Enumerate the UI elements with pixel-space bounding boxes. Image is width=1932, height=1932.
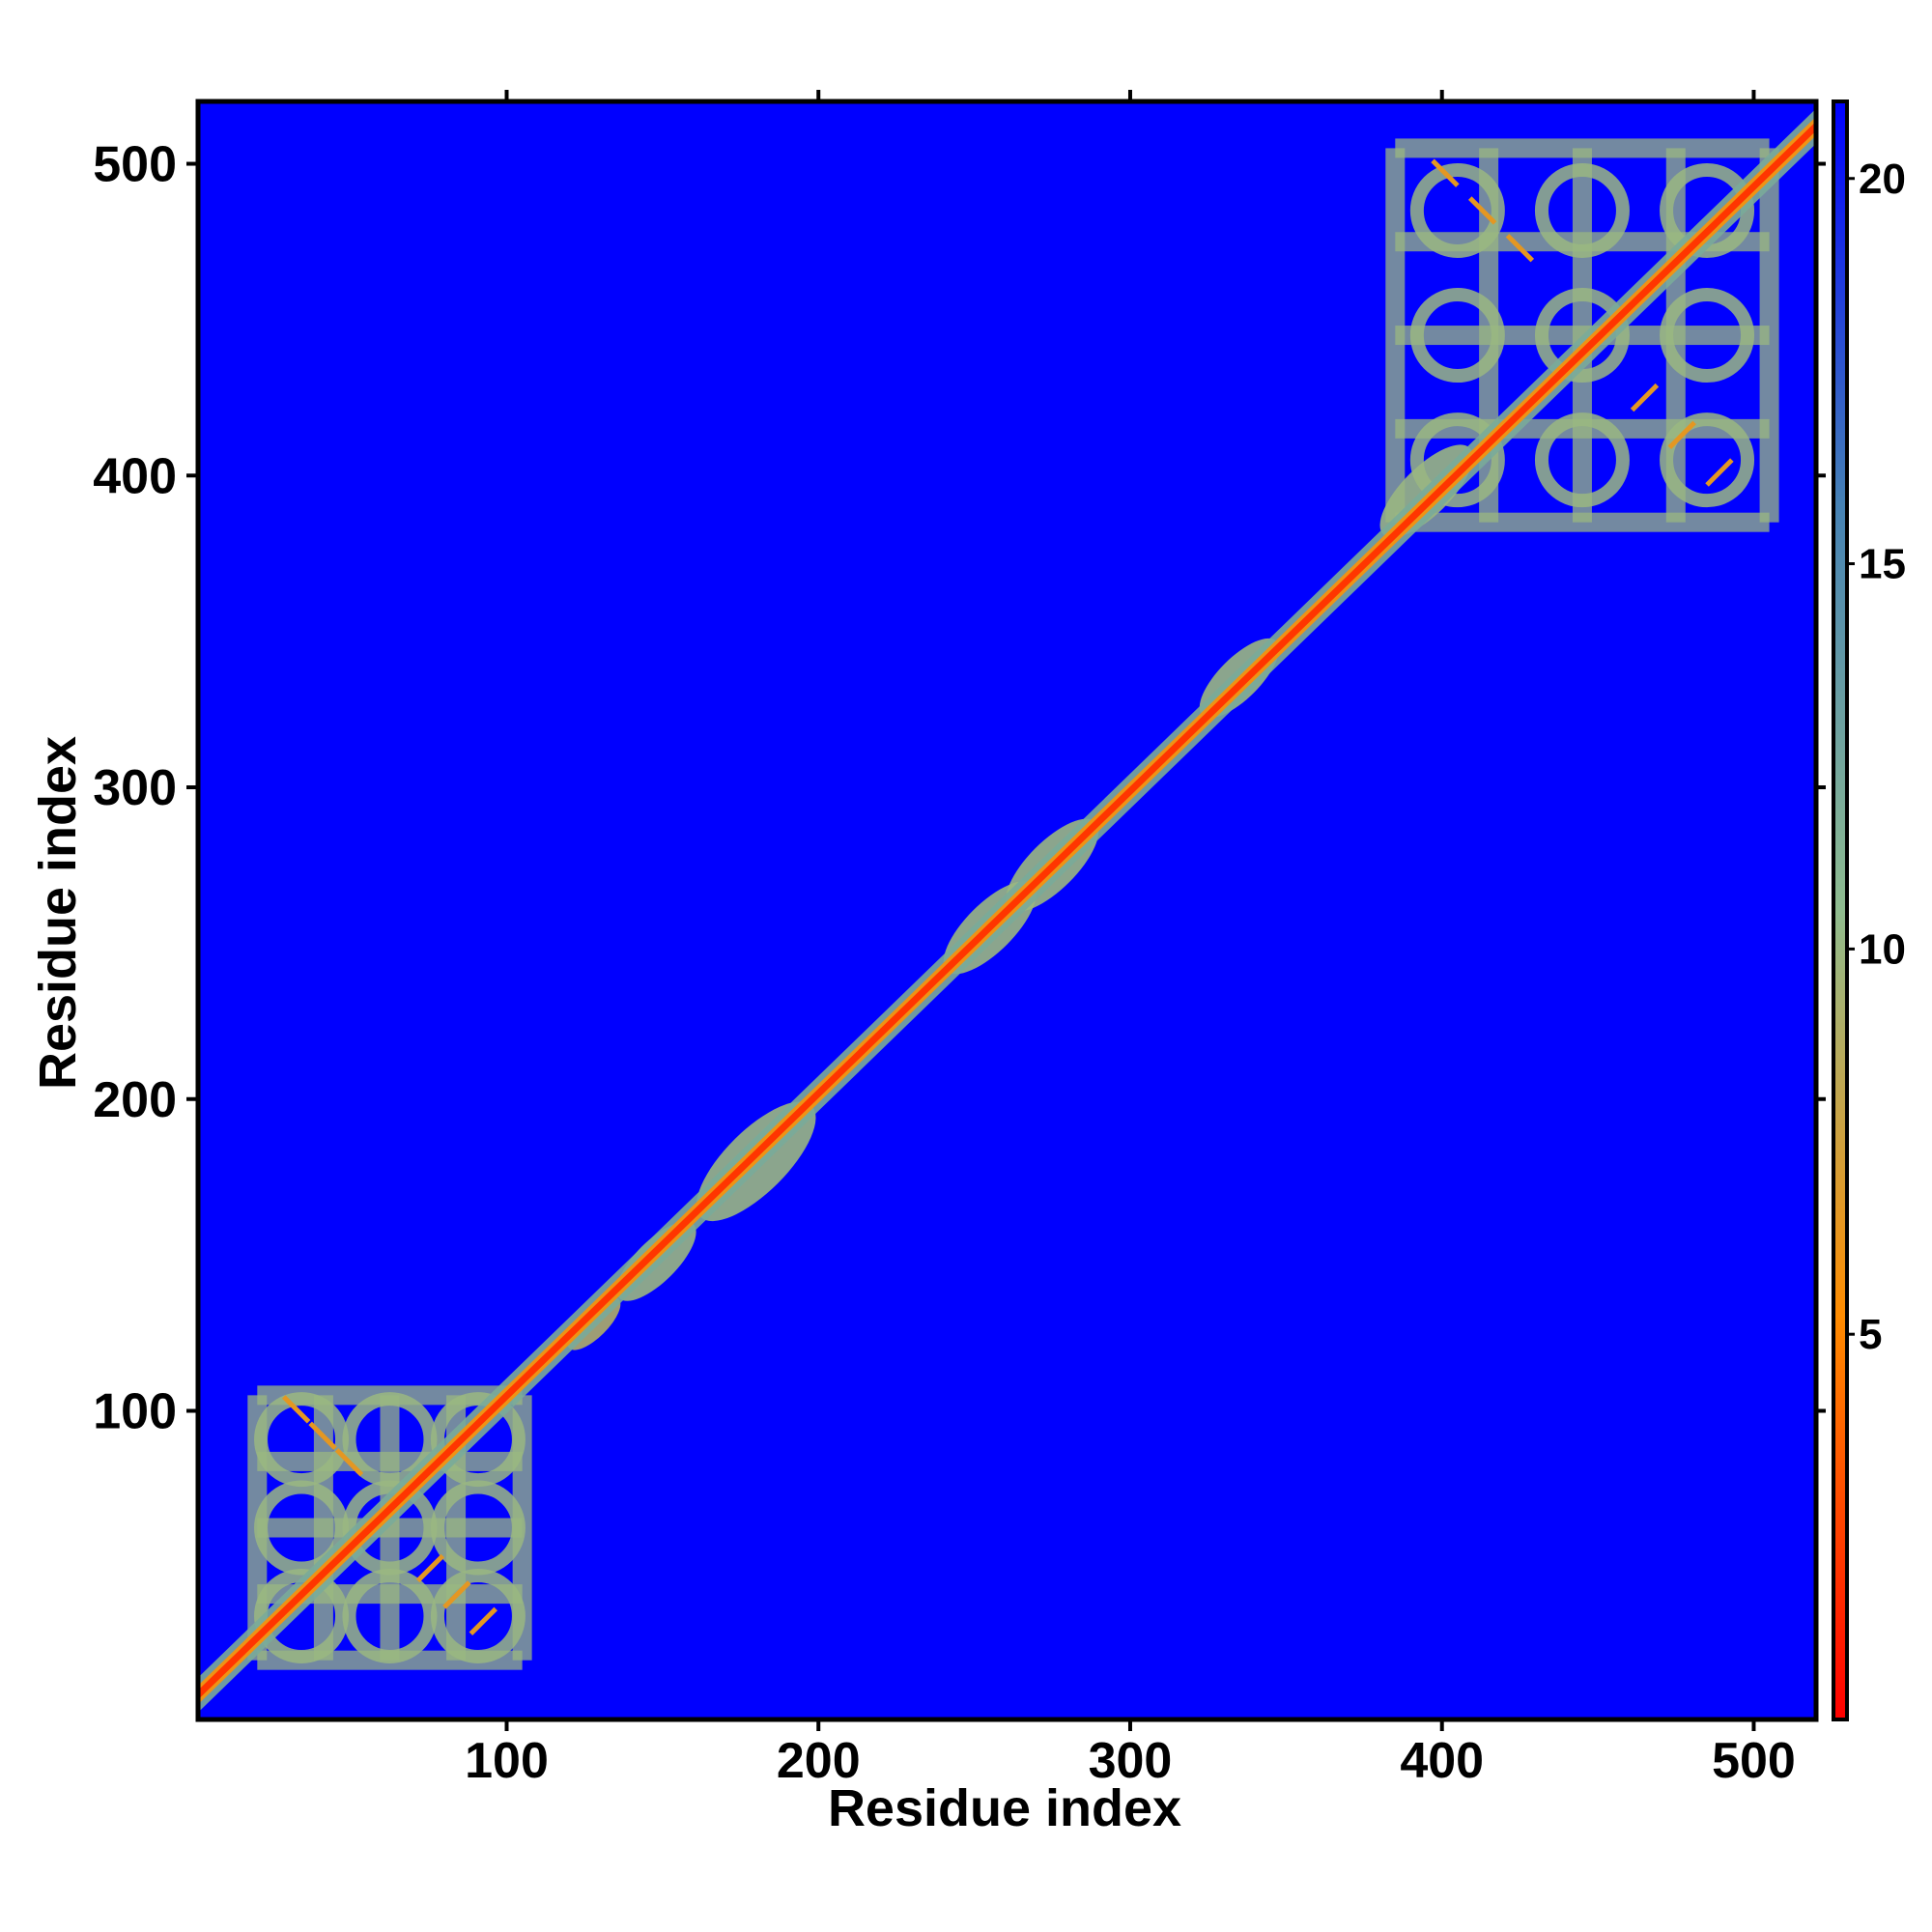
domain-antiparallel-contact (1705, 458, 1734, 487)
domain-contact (1409, 162, 1505, 258)
domain-antiparallel-contact (442, 1580, 471, 1609)
domain-antiparallel-contact (1431, 158, 1460, 187)
domain-antiparallel-contact (1667, 420, 1696, 450)
x-axis: 100 200 300 400 500 (465, 90, 1796, 1789)
x-tick-label: 300 (1089, 1733, 1173, 1789)
domain-stripe-h (257, 1451, 523, 1471)
heatmap-area (195, 99, 1819, 1722)
x-tick-label: 200 (777, 1733, 861, 1789)
domain-contact (1660, 412, 1755, 508)
x-tick-label: 400 (1400, 1733, 1484, 1789)
colorbar-tick-label: 20 (1859, 156, 1906, 203)
y-tick-label: 200 (93, 1072, 177, 1128)
domain-contact (1409, 288, 1505, 384)
x-axis-title: Residue index (828, 1779, 1181, 1837)
y-axis: 100 200 300 400 500 (93, 137, 198, 1439)
domain-stripe-h (1395, 138, 1770, 158)
y-tick-label: 300 (93, 760, 177, 816)
domain-contact (342, 1568, 438, 1663)
domain-contact (430, 1568, 526, 1663)
domain-contact (1660, 288, 1755, 384)
y-tick-label: 100 (93, 1383, 177, 1439)
domain-contact (254, 1568, 350, 1663)
domain-contact (1534, 288, 1630, 384)
domain-contact (430, 1392, 526, 1488)
diagonal-line (198, 121, 1816, 1700)
domain-contact (1660, 162, 1755, 258)
domain-contact (254, 1392, 350, 1488)
domain-contact (342, 1392, 438, 1488)
domain-contact (254, 1480, 350, 1576)
colorbar-tick-label: 15 (1859, 541, 1906, 588)
domain-antiparallel-contact (415, 1553, 445, 1583)
domain-antiparallel-contact (308, 1421, 337, 1450)
domain-contact (1409, 412, 1505, 508)
domain-antiparallel-contact (1505, 234, 1535, 263)
x-tick-label: 500 (1712, 1733, 1796, 1789)
domain-block-2 (1385, 138, 1779, 532)
colorbar-gradient (1832, 99, 1849, 1721)
domain-stripe-v (1759, 148, 1779, 523)
plot-frame (195, 99, 1819, 1722)
y-tick-label: 400 (93, 448, 177, 504)
domain-contact (342, 1480, 438, 1576)
domain-contact (1534, 162, 1630, 258)
domain-antiparallel-contact (1467, 196, 1497, 225)
domain-contact (430, 1480, 526, 1576)
colorbar: 5 10 15 20 (1816, 99, 1906, 1721)
x-tick-label: 100 (465, 1733, 549, 1789)
y-axis-title: Residue index (29, 736, 87, 1090)
colorbar-tick-label: 10 (1859, 925, 1906, 973)
domain-antiparallel-contact (469, 1606, 497, 1636)
colorbar-tick-label: 5 (1859, 1311, 1882, 1358)
domain-antiparallel-contact (281, 1395, 311, 1424)
domain-antiparallel-contact (334, 1448, 364, 1477)
y-tick-label: 500 (93, 137, 177, 193)
domain-antiparallel-contact (1630, 383, 1660, 412)
domain-contact (1534, 412, 1630, 508)
